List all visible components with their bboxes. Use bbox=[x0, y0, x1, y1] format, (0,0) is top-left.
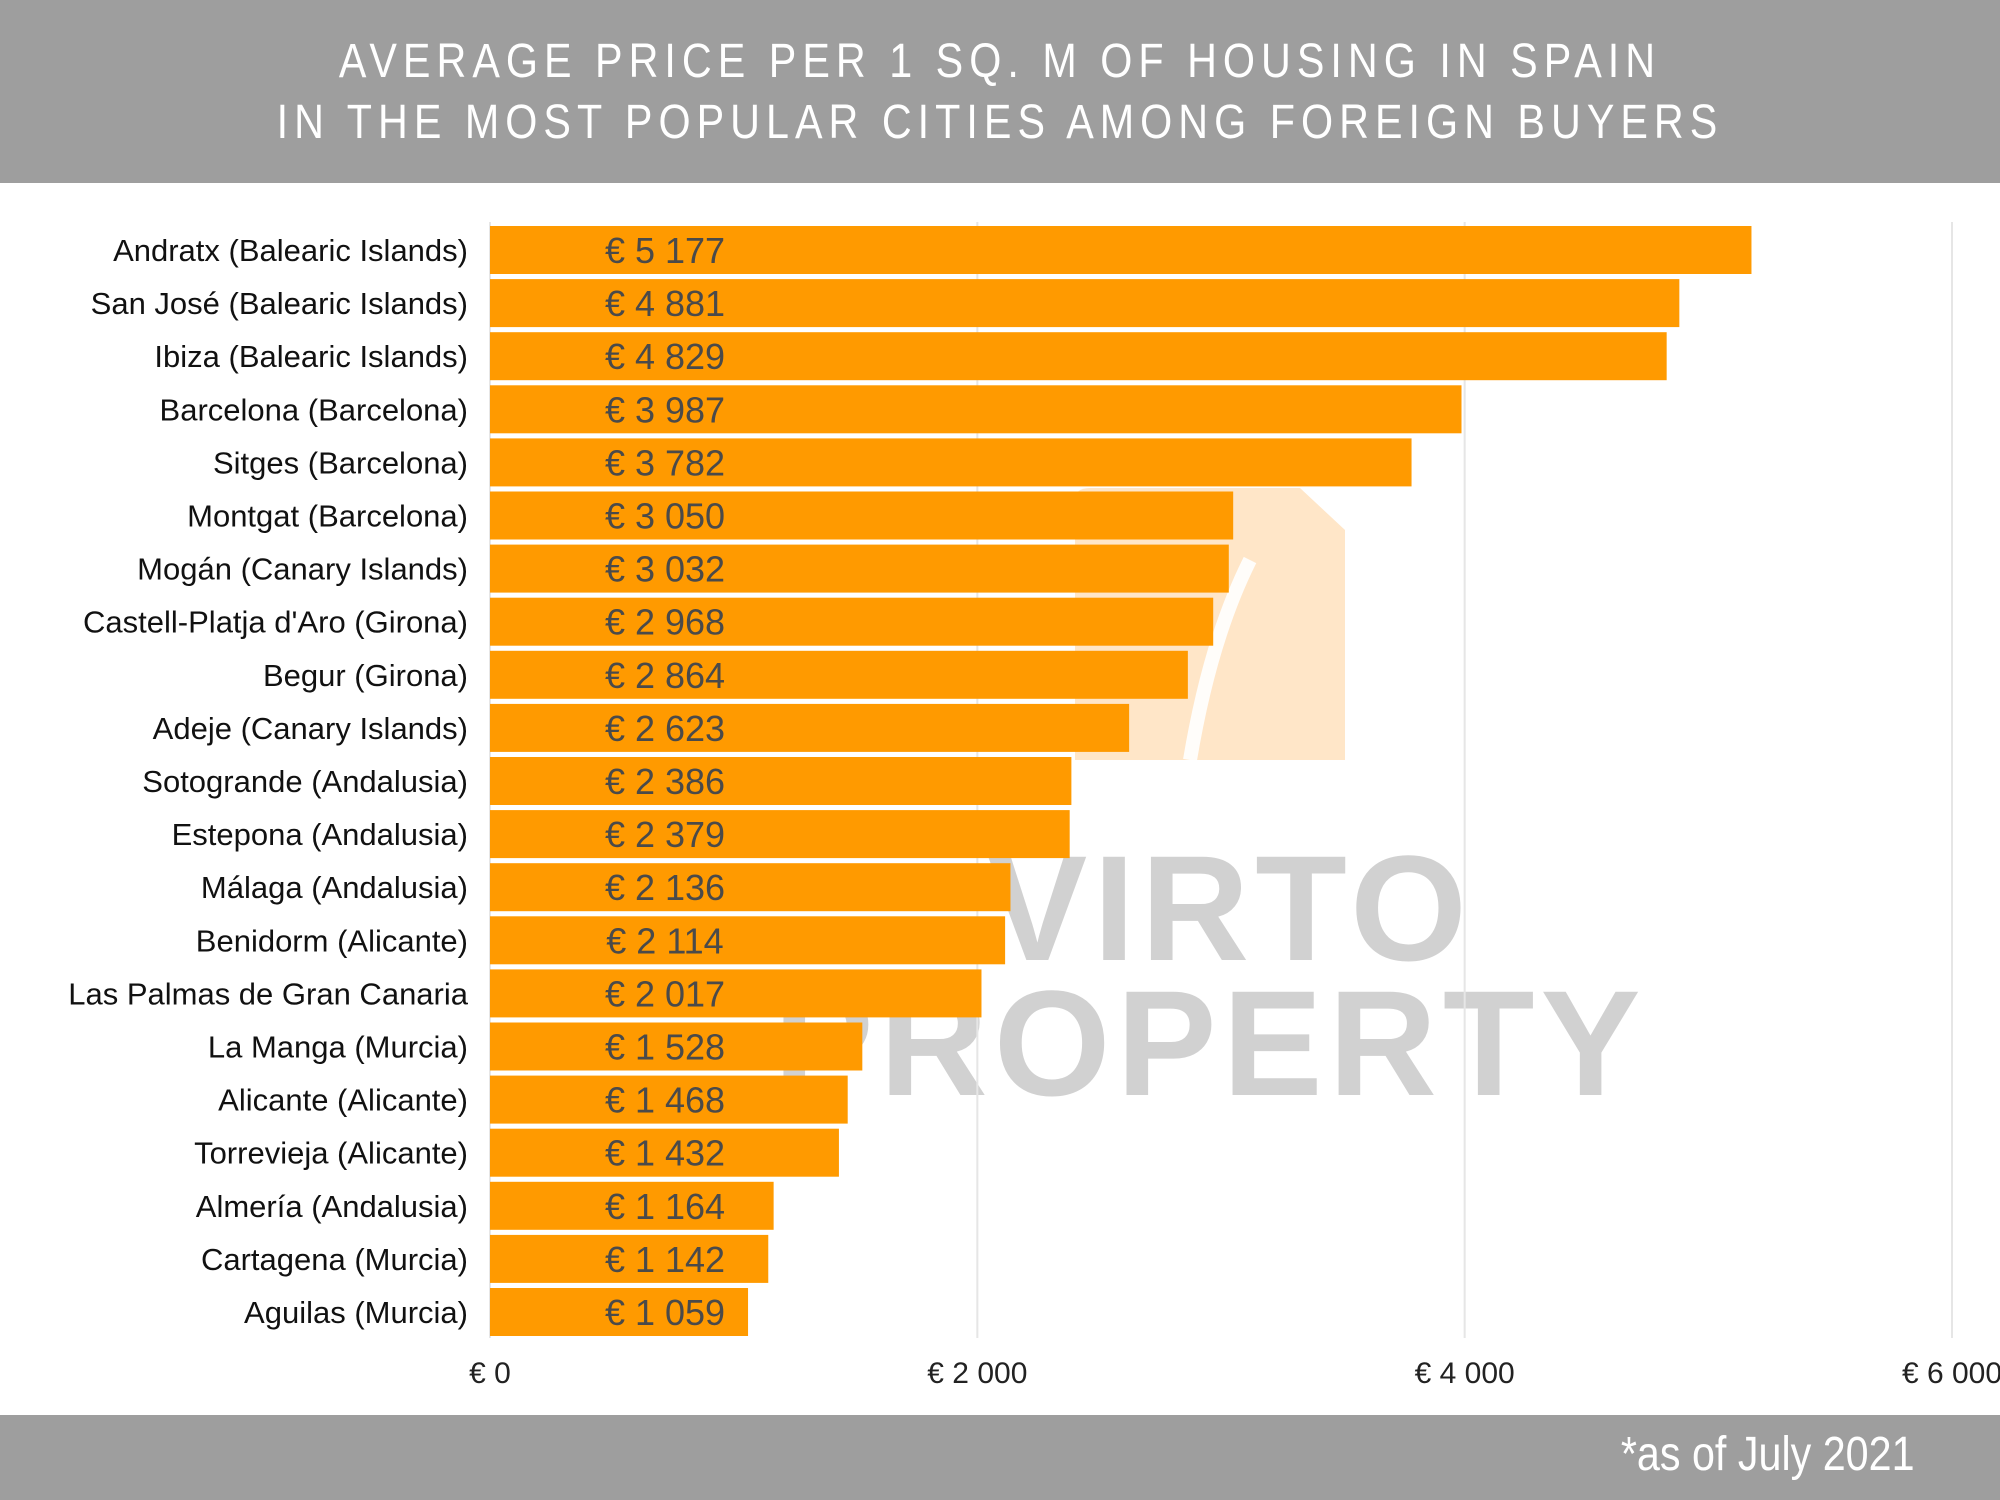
category-label: Andratx (Balearic Islands) bbox=[113, 233, 468, 268]
category-label: Barcelona (Barcelona) bbox=[160, 392, 468, 427]
bar bbox=[490, 1288, 749, 1336]
category-label: Ibiza (Balearic Islands) bbox=[154, 339, 468, 374]
category-label: Adeje (Canary Islands) bbox=[153, 711, 468, 746]
data-label: € 1 528 bbox=[605, 1027, 725, 1068]
category-label: Begur (Girona) bbox=[263, 658, 468, 693]
category-label: Mogán (Canary Islands) bbox=[137, 552, 468, 587]
bar bbox=[490, 226, 1752, 274]
data-label: € 1 432 bbox=[605, 1133, 725, 1174]
data-label: € 2 114 bbox=[606, 920, 723, 961]
bar bbox=[490, 544, 1229, 593]
category-label: La Manga (Murcia) bbox=[208, 1030, 468, 1065]
bar bbox=[490, 703, 1130, 752]
category-label: Málaga (Andalusia) bbox=[201, 870, 468, 905]
data-label: € 5 177 bbox=[605, 230, 725, 271]
bar bbox=[490, 597, 1214, 646]
x-tick-label: € 0 bbox=[469, 1357, 511, 1390]
bar bbox=[490, 916, 1006, 965]
category-label: Sotogrande (Andalusia) bbox=[142, 764, 468, 799]
data-label: € 2 864 bbox=[605, 655, 725, 696]
category-label: Montgat (Barcelona) bbox=[187, 499, 468, 534]
data-label: € 1 468 bbox=[605, 1080, 725, 1121]
bar bbox=[490, 279, 1680, 328]
data-label: € 4 829 bbox=[605, 336, 725, 377]
bar bbox=[490, 969, 982, 1018]
bar bbox=[490, 810, 1070, 859]
x-tick-label: € 2 000 bbox=[927, 1357, 1027, 1390]
data-label: € 1 164 bbox=[605, 1186, 725, 1227]
category-label: Benidorm (Alicante) bbox=[196, 923, 468, 958]
data-label: € 2 386 bbox=[605, 761, 725, 802]
footnote: *as of July 2021 bbox=[1621, 1428, 1915, 1481]
bar bbox=[490, 438, 1412, 487]
bar bbox=[490, 332, 1667, 381]
title-banner: AVERAGE PRICE PER 1 SQ. M OF HOUSING IN … bbox=[0, 0, 2000, 183]
data-label: € 3 782 bbox=[605, 442, 725, 483]
bar bbox=[490, 1128, 839, 1177]
data-label: € 2 623 bbox=[605, 708, 725, 749]
x-tick-label: € 6 000 bbox=[1902, 1357, 2000, 1390]
footer-banner: *as of July 2021 bbox=[0, 1415, 2000, 1500]
category-label: Estepona (Andalusia) bbox=[172, 817, 468, 852]
category-label: Las Palmas de Gran Canaria bbox=[68, 976, 469, 1011]
chart-title-line-1: AVERAGE PRICE PER 1 SQ. M OF HOUSING IN … bbox=[338, 35, 1662, 88]
data-label: € 2 968 bbox=[605, 602, 725, 643]
data-label: € 3 032 bbox=[605, 549, 725, 590]
category-label: Castell-Platja d'Aro (Girona) bbox=[83, 605, 468, 640]
data-label: € 2 379 bbox=[605, 814, 725, 855]
category-label: Cartagena (Murcia) bbox=[201, 1242, 468, 1277]
category-label: Alicante (Alicante) bbox=[218, 1083, 468, 1118]
category-label: Sitges (Barcelona) bbox=[213, 445, 468, 480]
bar bbox=[490, 863, 1011, 912]
bar bbox=[490, 757, 1072, 805]
data-label: € 3 050 bbox=[605, 496, 725, 537]
watermark-palm-icon bbox=[1183, 556, 1257, 762]
chart-title-line-2: IN THE MOST POPULAR CITIES AMONG FOREIGN… bbox=[276, 96, 1724, 149]
bar bbox=[490, 1234, 769, 1283]
bar bbox=[490, 1022, 863, 1071]
bar bbox=[490, 491, 1234, 540]
bar bbox=[490, 385, 1462, 434]
data-label: € 4 881 bbox=[605, 283, 725, 324]
data-label: € 2 136 bbox=[605, 867, 725, 908]
bar bbox=[490, 1075, 848, 1124]
x-tick-label: € 4 000 bbox=[1415, 1357, 1515, 1390]
data-label: € 1 142 bbox=[605, 1239, 725, 1280]
data-label: € 2 017 bbox=[605, 973, 725, 1014]
category-label: Aguilas (Murcia) bbox=[244, 1295, 468, 1330]
bar bbox=[490, 650, 1188, 699]
category-label: Torrevieja (Alicante) bbox=[194, 1136, 468, 1171]
category-label: Almería (Andalusia) bbox=[196, 1189, 468, 1224]
data-label: € 1 059 bbox=[605, 1292, 725, 1333]
category-label: San José (Balearic Islands) bbox=[91, 286, 468, 321]
data-label: € 3 987 bbox=[605, 389, 725, 430]
bar bbox=[490, 1181, 774, 1230]
